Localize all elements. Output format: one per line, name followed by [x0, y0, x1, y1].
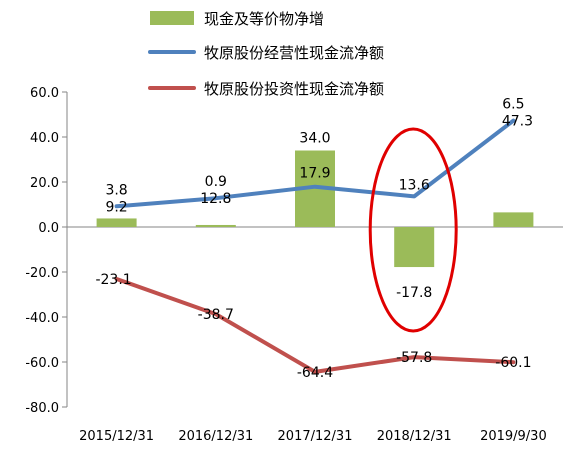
- legend-label: 牧原股份投资性现金流净额: [204, 80, 384, 98]
- data-label: 17.9: [299, 166, 330, 182]
- bar: [493, 212, 534, 227]
- data-label: 0.9: [205, 174, 227, 190]
- highlight-ellipse: [368, 127, 458, 333]
- y-tick-label: 60.0: [30, 86, 59, 101]
- data-label: -17.8: [396, 285, 432, 301]
- data-label: 9.2: [105, 199, 127, 215]
- y-tick-label: -20.0: [25, 266, 59, 281]
- legend-swatch: [150, 11, 194, 25]
- bar: [394, 227, 435, 268]
- bar: [195, 224, 236, 227]
- legend-label: 牧原股份经营性现金流净额: [204, 44, 384, 62]
- bar: [96, 218, 137, 227]
- legend-label: 现金及等价物净增: [204, 10, 324, 28]
- y-tick-label: 20.0: [30, 176, 59, 191]
- x-tick-label: 2017/12/31: [278, 429, 353, 444]
- y-tick-label: -40.0: [25, 311, 59, 326]
- y-axis: 60.0 40.0 20.0 0.0 -20.0 -40.0 -60.0 -80.0 2015/…: [25, 86, 563, 444]
- data-label: 47.3: [502, 114, 533, 130]
- x-tick-label: 2016/12/31: [178, 429, 253, 444]
- data-labels: 3.8 0.9 34.0 -17.8 6.5 9.2 12.8 17.9 13.6 47.3 -23…: [95, 97, 533, 381]
- x-tick-label: 2015/12/31: [79, 429, 154, 444]
- annotation: [368, 127, 458, 333]
- data-label: -64.4: [297, 365, 333, 381]
- x-tick-label: 2019/9/30: [480, 429, 547, 444]
- data-label: 6.5: [502, 97, 524, 113]
- data-label: -60.1: [495, 355, 531, 371]
- y-tick-label: 0.0: [38, 221, 59, 236]
- data-label: 12.8: [200, 191, 231, 207]
- y-tick-label: -80.0: [25, 401, 59, 416]
- data-label: 13.6: [399, 177, 430, 193]
- y-tick-label: -60.0: [25, 356, 59, 371]
- data-label: -57.8: [396, 350, 432, 366]
- data-label: 3.8: [105, 182, 127, 198]
- data-label: -38.7: [198, 307, 234, 323]
- x-tick-label: 2018/12/31: [377, 429, 452, 444]
- series-line: [114, 277, 516, 374]
- data-label: -23.1: [95, 272, 131, 288]
- y-tick-label: 40.0: [30, 131, 59, 146]
- data-label: 34.0: [299, 131, 330, 147]
